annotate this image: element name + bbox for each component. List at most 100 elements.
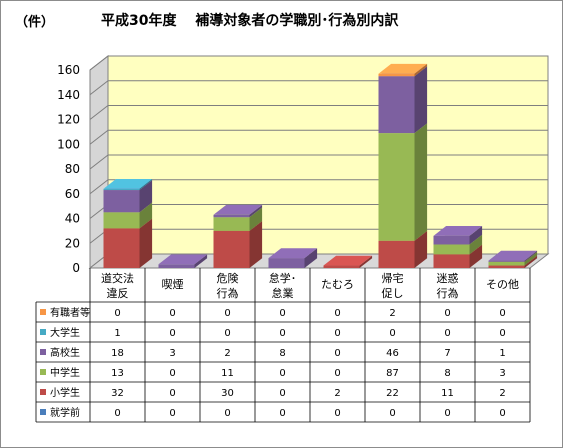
table-cell-value: 0: [224, 408, 230, 419]
table-cell-value: 0: [499, 328, 505, 339]
bar-side: [139, 180, 153, 213]
y-tick-label: 120: [57, 113, 80, 127]
bar-front: [488, 261, 525, 266]
bar-front: [213, 217, 250, 231]
bar-front: [378, 73, 415, 77]
bar-front: [378, 76, 415, 134]
table-cell-value: 0: [279, 308, 285, 319]
table-cell-value: 11: [221, 368, 234, 379]
bar-segment: [378, 66, 428, 134]
bar-segment: [268, 248, 318, 268]
bar-side: [414, 123, 428, 241]
legend-entry: 高校生: [50, 346, 80, 359]
y-tick-label: 80: [65, 162, 80, 176]
bar-side: [249, 221, 263, 268]
bar-segment: [158, 254, 208, 268]
bar-side: [139, 179, 153, 191]
bar-front: [433, 254, 470, 268]
bar-front: [378, 240, 415, 268]
bar-front: [213, 214, 250, 218]
bar-segment: [488, 250, 538, 262]
table-cell-value: 0: [334, 328, 340, 339]
bar-segment: [213, 204, 263, 218]
x-category-label: 喫煙: [162, 278, 184, 291]
table-cell-value: 0: [279, 328, 285, 339]
legend-key: [40, 369, 46, 375]
table-cell-value: 0: [224, 328, 230, 339]
table-cell-value: 0: [114, 408, 120, 419]
unit-label: （件）: [15, 15, 55, 30]
bar-front: [213, 230, 250, 268]
bar-front: [378, 133, 415, 241]
y-tick-label: 160: [57, 63, 80, 77]
table-cell-value: 0: [334, 348, 340, 359]
table-cell-value: 22: [386, 388, 399, 399]
legend-entry: 就学前: [50, 406, 80, 419]
table-cell-value: 0: [334, 368, 340, 379]
bar-front: [103, 228, 140, 268]
table-cell-value: 0: [169, 308, 175, 319]
bar-front: [103, 212, 140, 229]
bar-front: [433, 244, 470, 255]
table-cell-value: 0: [279, 388, 285, 399]
table-cell-value: 0: [114, 308, 120, 319]
bar-segment: [378, 123, 428, 241]
bar-side: [469, 234, 483, 255]
table-cell-value: 0: [499, 308, 505, 319]
table-cell-value: 18: [111, 348, 124, 359]
gridline: [89, 55, 548, 71]
bar-side: [524, 252, 538, 266]
table-cell-value: 1: [499, 348, 505, 359]
bar-top: [488, 250, 538, 261]
bar-front: [268, 258, 305, 268]
table-cell-value: 0: [444, 308, 450, 319]
table-cell-value: 11: [441, 388, 454, 399]
table-cell-value: 0: [279, 368, 285, 379]
bar-top: [378, 63, 428, 74]
bar-front: [103, 190, 140, 213]
table-cell-value: 0: [169, 388, 175, 399]
table-cell-value: 0: [334, 308, 340, 319]
bar-top: [158, 254, 208, 265]
legend-entry: 大学生: [50, 326, 80, 339]
bar-side: [469, 226, 483, 245]
table-cell-value: 0: [389, 328, 395, 339]
bar-side: [194, 254, 208, 268]
table-cell-value: 2: [499, 388, 505, 399]
bar-front: [488, 260, 525, 262]
y-tick-label: 100: [57, 137, 80, 151]
y-tick-label: 40: [65, 212, 80, 226]
table-cell-value: 0: [444, 328, 450, 339]
bar-side: [524, 250, 538, 262]
bar-front: [488, 265, 525, 268]
bar-front: [433, 235, 470, 245]
bar-side: [414, 230, 428, 268]
x-category-label: たむろ: [321, 278, 354, 291]
bar-segment: [433, 226, 483, 245]
legend-key: [40, 389, 46, 395]
table-cell-value: 46: [386, 348, 399, 359]
table-cell-value: 0: [334, 408, 340, 419]
table-cell-value: 0: [169, 328, 175, 339]
table-cell-value: 0: [169, 408, 175, 419]
bar-top: [433, 226, 483, 236]
table-cell-value: 0: [444, 408, 450, 419]
table-cell-value: 0: [169, 368, 175, 379]
x-category-label: その他: [486, 278, 519, 291]
table-cell-value: 0: [499, 408, 505, 419]
legend-entry: 小学生: [50, 386, 80, 399]
legend-key: [40, 409, 46, 415]
table-cell-value: 32: [111, 388, 124, 399]
x-category-label: 迷惑行為: [437, 271, 459, 300]
bar-top: [268, 248, 318, 259]
bar-segment: [378, 63, 428, 77]
legend-entry: 有職者等: [50, 306, 90, 319]
bar-front: [158, 264, 195, 268]
legend-key: [40, 309, 46, 315]
bar-side: [414, 66, 428, 134]
bar-side: [359, 255, 373, 268]
table-cell-value: 30: [221, 388, 234, 399]
y-tick-label: 0: [72, 261, 80, 275]
legend-key: [40, 349, 46, 355]
